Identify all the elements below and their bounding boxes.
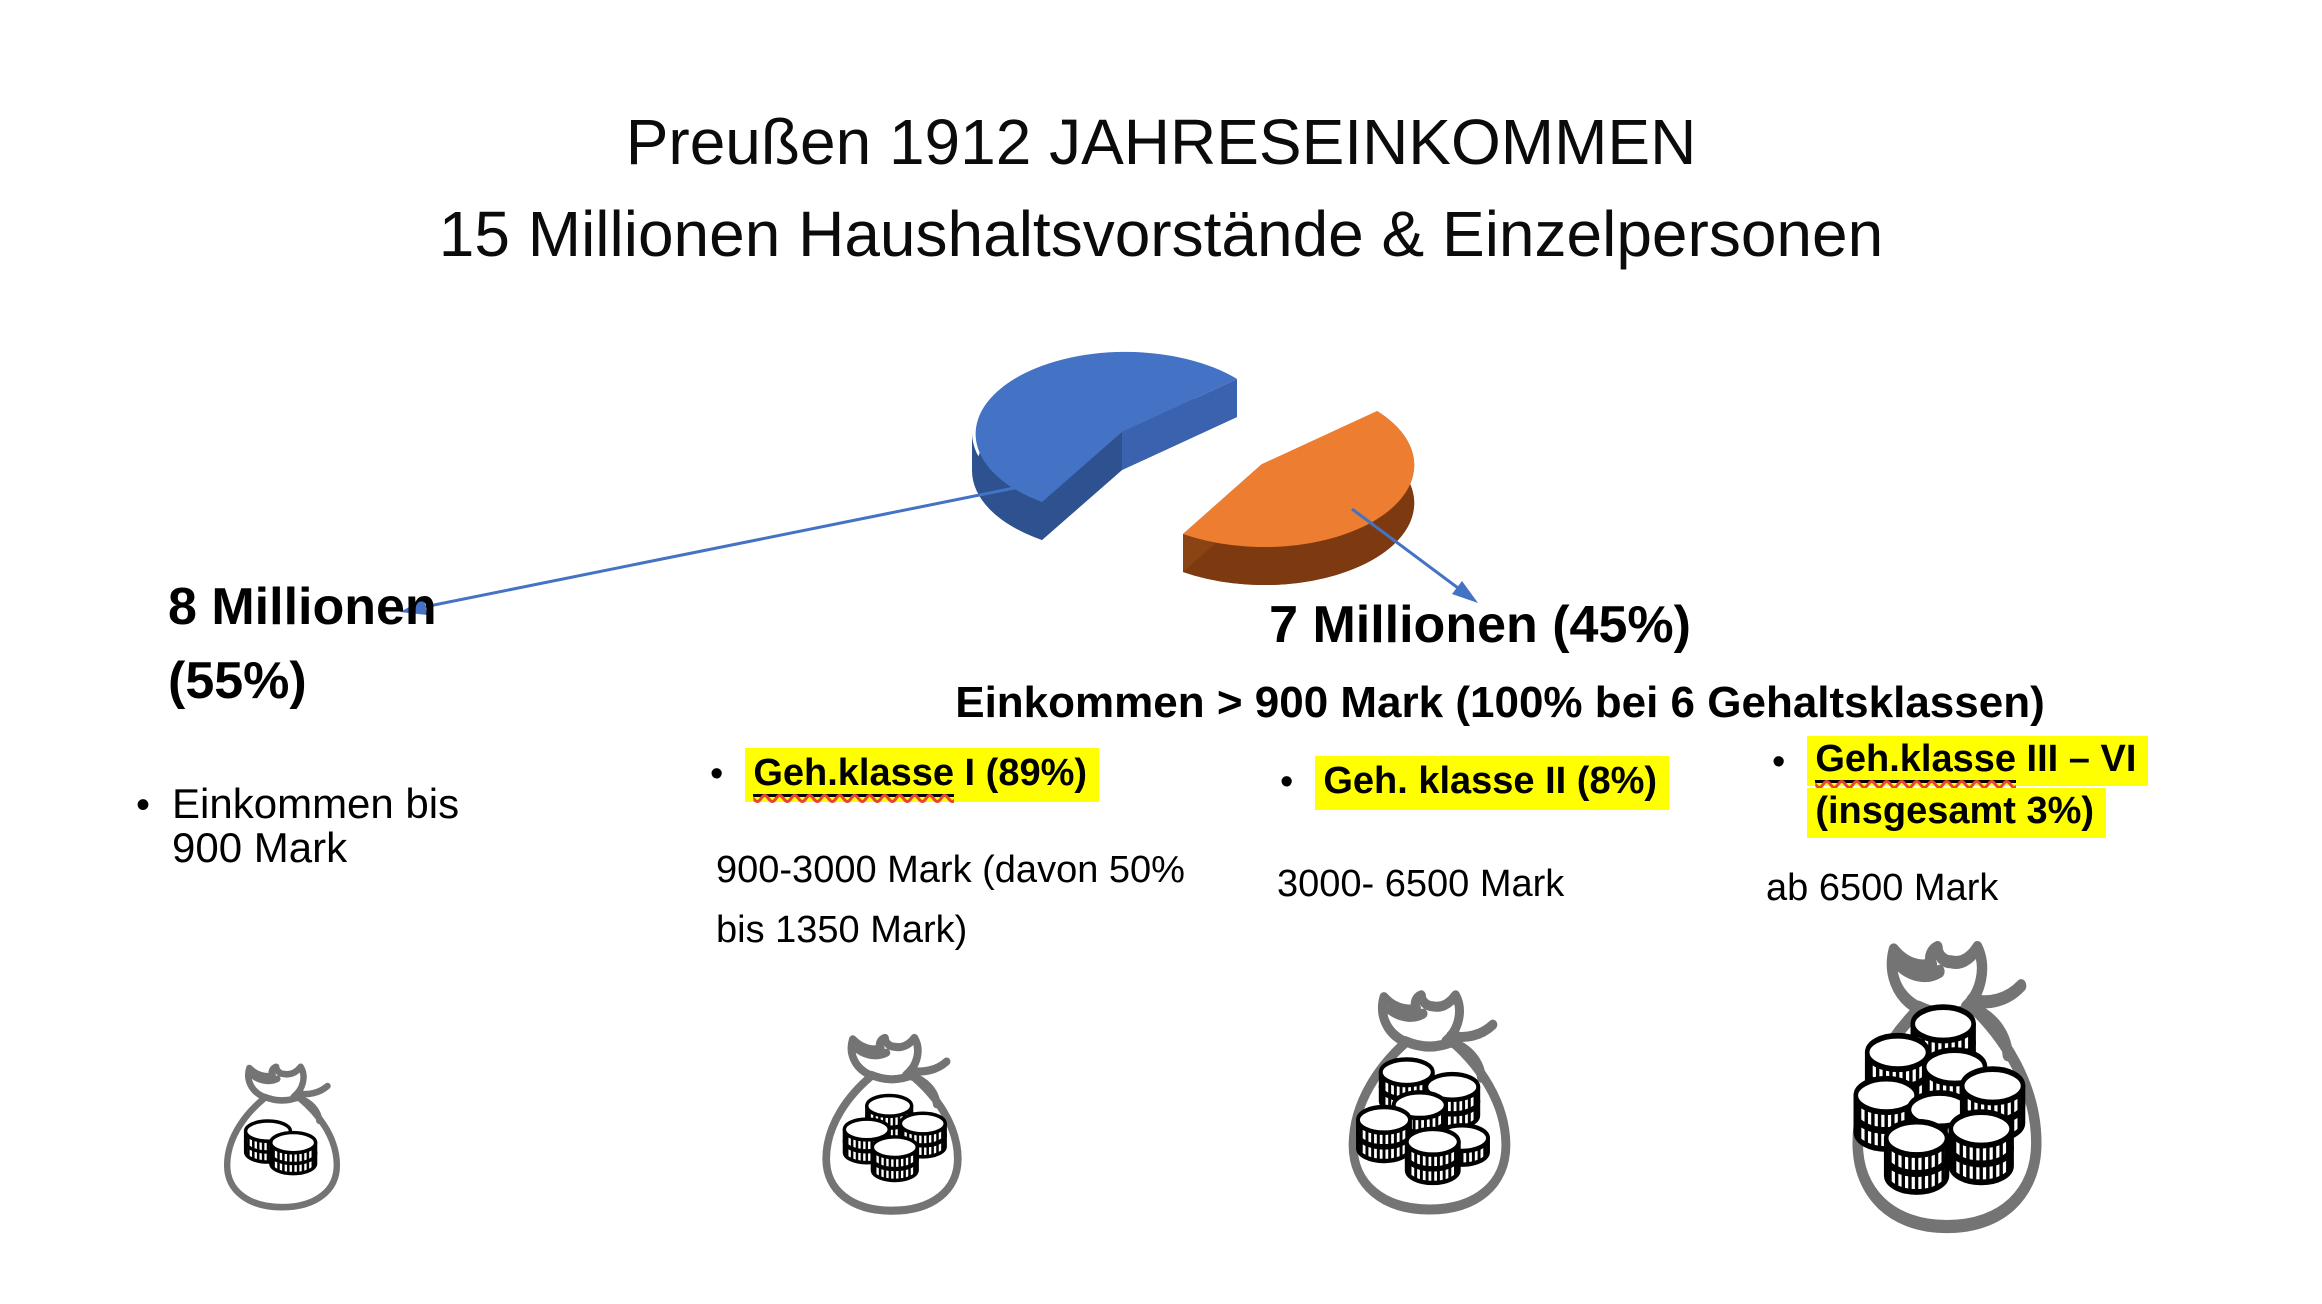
bullet-glyph: •	[1280, 761, 1294, 803]
class-3-heading-row: • Geh.klasse III – VI (insgesamt 3%)	[1772, 736, 2149, 840]
class-2-detail: 3000- 6500 Mark	[1277, 854, 1564, 914]
class-3-detail: ab 6500 Mark	[1766, 858, 1998, 918]
money-bag-icon-2	[808, 1032, 976, 1224]
callout-left-percent: (55%)	[168, 652, 307, 710]
slide-title-line1: Preußen 1912 JAHRESEINKOMMEN	[625, 106, 1697, 178]
class-2-heading-highlight: Geh. klasse II (8%)	[1315, 756, 1670, 810]
leader-arrow-right	[1351, 507, 1478, 603]
bullet-glyph: •	[136, 783, 151, 827]
slide-title-line2: 15 Millionen Haushaltsvorstände & Einzel…	[438, 198, 1884, 270]
class-1-heading-row: • Geh.klasse I (89%)	[710, 748, 1100, 802]
callout-right-value: 7 Millionen (45%)	[1269, 596, 1691, 654]
money-bag-icon-4	[1833, 938, 2061, 1248]
money-bag-icon-3	[1332, 988, 1527, 1226]
pie-slice-blue	[971, 351, 1237, 540]
left-bullet-text: Einkommen bis 900 Mark	[172, 782, 459, 870]
class-1-heading-underlined: Geh.klasse	[753, 752, 954, 797]
class-3-heading-block: Geh.klasse III – VI (insgesamt 3%)	[1807, 736, 2149, 840]
class-3-detail-line1: ab 6500 Mark	[1766, 867, 1999, 909]
callout-right-subtitle: Einkommen > 900 Mark (100% bei 6 Gehalts…	[955, 678, 2045, 727]
bullet-glyph: •	[1772, 741, 1786, 783]
class-3-heading-highlight-line2: (insgesamt 3%)	[1807, 788, 2107, 838]
bullet-glyph: •	[710, 753, 724, 795]
class-3-heading-highlight-line1: Geh.klasse III – VI	[1807, 736, 2149, 786]
left-bullet-item: • Einkommen bis 900 Mark	[136, 782, 459, 870]
class-2-heading-row: • Geh. klasse II (8%)	[1280, 756, 1670, 810]
class-1-detail: 900-3000 Mark (davon 50% bis 1350 Mark)	[716, 840, 1185, 960]
class-3-heading-underlined: Geh.klasse	[1815, 738, 2016, 783]
left-bullet-line2: 900 Mark	[172, 824, 348, 871]
class-3-heading-rest: III – VI	[2016, 738, 2137, 780]
class-1-detail-line2: bis 1350 Mark)	[716, 909, 968, 951]
class-2-heading-rest: Geh. klasse II (8%)	[1323, 760, 1658, 802]
class-1-heading-rest: I (89%)	[954, 752, 1088, 794]
pie-slice-orange	[1183, 411, 1415, 586]
callout-left-value: 8 Millionen	[168, 578, 437, 636]
class-1-heading-highlight: Geh.klasse I (89%)	[745, 748, 1100, 802]
leader-arrow-left	[400, 479, 1050, 615]
left-bullet-line1: Einkommen bis	[172, 780, 460, 827]
class-1-detail-line1: 900-3000 Mark (davon 50%	[716, 849, 1185, 891]
class-2-detail-line1: 3000- 6500 Mark	[1277, 863, 1565, 905]
money-bag-icon-1	[212, 1062, 352, 1218]
